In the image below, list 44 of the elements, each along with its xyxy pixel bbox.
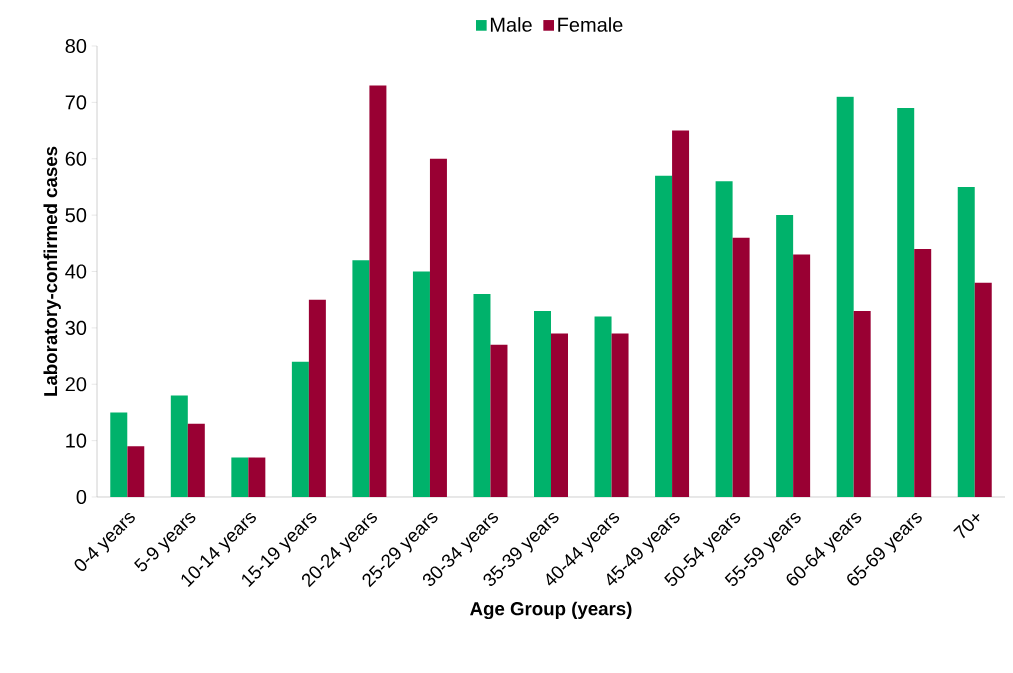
y-tick-label: 60 [65,151,87,166]
bar [231,457,249,497]
bar [412,271,430,497]
bar [110,412,128,497]
y-tick-label: 40 [65,264,87,279]
bar [170,395,188,497]
bar [897,108,915,497]
y-tick-label: 50 [65,208,87,223]
legend-label: Female [558,17,623,32]
bar [127,446,145,497]
bar [732,237,750,497]
bar [974,282,992,497]
bar [534,310,552,497]
bar [490,344,508,497]
bar [793,254,811,497]
bar [551,333,569,497]
legend-label: Male [490,17,532,32]
bar [836,96,854,497]
bar [715,181,733,497]
bar [352,260,370,497]
bar [914,248,932,497]
y-tick-label: 70 [65,95,87,110]
bar [594,316,612,497]
bar [308,299,326,497]
x-tick-label: 70+ [953,513,980,539]
y-tick-label: 10 [66,433,87,448]
bar [429,158,447,497]
y-axis-title: Laboratory-confirmed cases [43,146,61,396]
bar [957,186,975,497]
bar [473,294,491,497]
y-tick-label: 80 [65,38,87,54]
y-tick-label: 30 [65,320,87,335]
bar [248,457,266,497]
x-axis-title: Age Group (years) [470,601,632,620]
y-tick-label: 0 [76,489,87,505]
bar [187,423,205,497]
bar [655,175,673,497]
bar [776,215,794,497]
bar [672,130,690,497]
bar [369,85,387,497]
bar [291,361,309,497]
bar [853,310,871,497]
bar [611,333,629,497]
y-tick-label: 20 [65,377,87,392]
